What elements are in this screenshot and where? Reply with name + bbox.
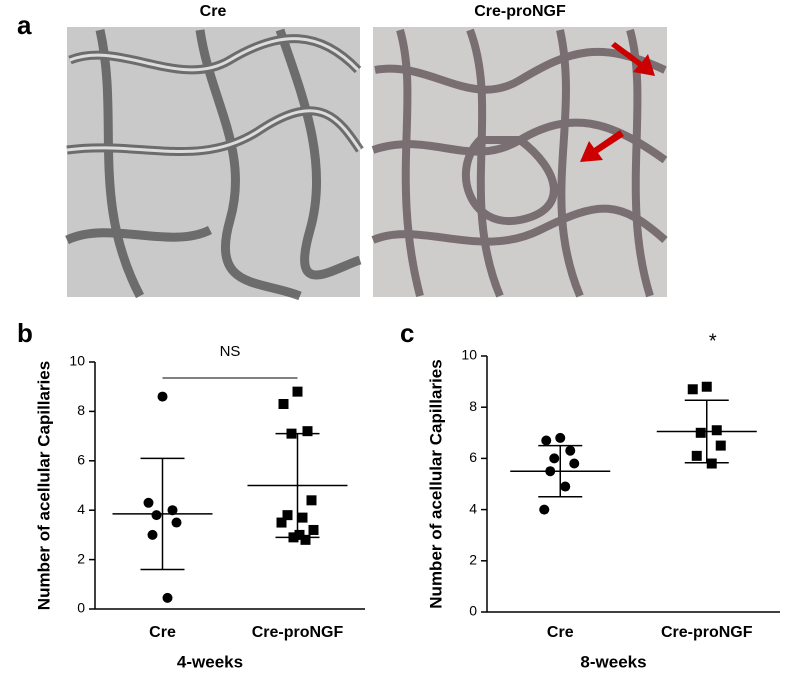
point bbox=[711, 425, 722, 436]
panel-label: a bbox=[17, 10, 32, 40]
x-axis-title: 8-weeks bbox=[580, 652, 646, 671]
point bbox=[555, 432, 566, 443]
point bbox=[143, 497, 154, 508]
y-axis-title: Number of acellular Capillaries bbox=[34, 361, 53, 610]
image-caption: Cre-proNGF bbox=[474, 3, 566, 20]
x-axis-title: 4-weeks bbox=[177, 652, 243, 671]
point bbox=[687, 384, 698, 395]
point bbox=[151, 510, 162, 521]
x-tick-label: Cre-proNGF bbox=[661, 624, 753, 641]
x-tick-label: Cre bbox=[149, 624, 176, 641]
point bbox=[282, 510, 293, 521]
point bbox=[306, 495, 317, 506]
point bbox=[695, 427, 706, 438]
point bbox=[706, 458, 717, 469]
annotation: NS bbox=[220, 343, 241, 360]
point bbox=[297, 512, 308, 523]
point bbox=[565, 445, 576, 456]
y-tick-label: 2 bbox=[77, 550, 85, 566]
point bbox=[167, 505, 178, 516]
point bbox=[147, 529, 158, 540]
point bbox=[162, 592, 173, 603]
point bbox=[308, 524, 319, 535]
y-tick-label: 8 bbox=[469, 398, 477, 414]
y-tick-label: 6 bbox=[77, 452, 85, 468]
y-tick-label: 0 bbox=[77, 600, 85, 616]
image-caption: Cre bbox=[200, 3, 227, 20]
y-tick-label: 4 bbox=[77, 501, 85, 517]
point bbox=[691, 450, 702, 461]
micrograph bbox=[371, 27, 668, 298]
point bbox=[539, 504, 550, 515]
annotation: * bbox=[709, 330, 717, 352]
point bbox=[294, 529, 305, 540]
micrograph bbox=[65, 27, 364, 301]
y-tick-label: 0 bbox=[469, 603, 477, 619]
point bbox=[302, 426, 313, 437]
arrow bbox=[580, 42, 655, 162]
point bbox=[569, 458, 580, 469]
x-tick-label: Cre bbox=[547, 624, 574, 641]
point bbox=[560, 481, 571, 492]
y-tick-label: 2 bbox=[469, 552, 477, 568]
point bbox=[715, 440, 726, 451]
point bbox=[157, 391, 168, 402]
point bbox=[300, 534, 311, 545]
y-tick-label: 8 bbox=[77, 402, 85, 418]
point bbox=[701, 381, 712, 392]
panel-label: c bbox=[400, 318, 414, 348]
y-tick-label: 10 bbox=[461, 347, 477, 363]
y-tick-label: 4 bbox=[469, 500, 477, 516]
point bbox=[276, 517, 287, 528]
point bbox=[549, 453, 560, 464]
y-tick-label: 6 bbox=[469, 449, 477, 465]
y-tick-label: 10 bbox=[69, 353, 85, 369]
x-tick-label: Cre-proNGF bbox=[252, 624, 344, 641]
point bbox=[278, 398, 289, 409]
panel-label: b bbox=[17, 318, 33, 348]
point bbox=[292, 386, 303, 397]
point bbox=[171, 517, 182, 528]
point bbox=[541, 435, 552, 446]
y-axis-title: Number of acellular Capillaries bbox=[426, 359, 445, 608]
